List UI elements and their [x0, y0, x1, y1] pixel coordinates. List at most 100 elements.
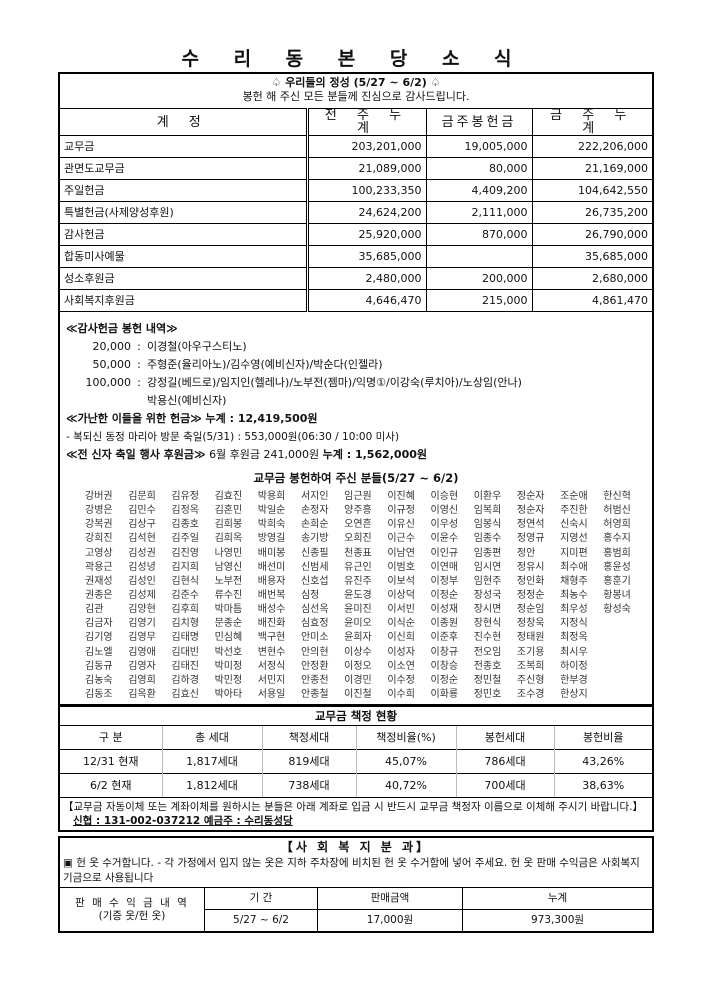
donor-name: 이수정 — [387, 674, 415, 686]
offering-heading: ♤ 우리들의 정성 (5/27 ~ 6/2) ♤ — [271, 76, 441, 89]
donor-row: 권재성 김성인 김현식 노부전 배용자 신호섭 유진주 이보석 이정부 임현주 정인화 채형주 홍훈기 — [85, 575, 646, 589]
donor-name — [603, 660, 646, 674]
sales-col-amount: 판매금액 — [317, 888, 463, 910]
thanks-amount: 100,000 — [85, 376, 132, 389]
donor-row: 김관 김양현 김후희 박마틈 배성수 심선옥 윤미진 이서빈 이성재 장시면 정순임 최우성 황성숙 — [85, 603, 646, 617]
donor-name: 김진영 — [171, 547, 199, 559]
donor-name: 김정옥 — [171, 505, 199, 517]
donor-name: 한상지 — [560, 688, 588, 700]
donor-name: 임봉식 — [473, 519, 502, 531]
donor-name — [603, 646, 646, 660]
donor-name: 송기방 — [300, 533, 329, 545]
welfare-section: 【사 회 복 지 분 과】 ▣ 헌 옷 수거함니다. - 각 가정에서 입지 않… — [58, 836, 654, 933]
donor-name: 손희순 — [300, 519, 329, 531]
donor-name: 조수경 — [516, 688, 545, 700]
donor-name: 강병은 — [85, 505, 113, 517]
donor-name: 황성숙 — [603, 604, 631, 616]
quota-col-header: 총 세대 — [161, 725, 262, 750]
donor-name: 박아타 — [214, 688, 243, 700]
donor-name: 김치형 — [171, 618, 199, 630]
donor-name: 김기영 — [85, 632, 113, 644]
quota-row: 12/31 현재 1,817세대 819세대 45,07% 786세대 43,26% — [60, 749, 652, 774]
donor-name: 이진혜 — [387, 491, 415, 502]
donor-name: 신종필 — [300, 547, 329, 559]
donor-name: 정순임 — [516, 604, 545, 616]
donor-name: 심정 — [300, 589, 320, 601]
donor-name: 이근수 — [387, 533, 415, 545]
prev-total: 4,646,470 — [306, 289, 427, 312]
donor-name: 김유정 — [171, 491, 199, 502]
donor-name: 김민수 — [128, 505, 156, 517]
donor-name: 이서빈 — [387, 604, 415, 616]
donors-grid: 강버권 김문희 김유정 김효진 박용희 서지인 임근원 이진혜 이승현 이환우 정순자 조순애 한신혁 강… — [85, 490, 646, 702]
donor-name: 한부경 — [560, 674, 588, 686]
offering-header: ♤ 우리들의 정성 (5/27 ~ 6/2) ♤ 봉헌 해 주신 모든 분들께 … — [60, 76, 652, 104]
thanks-names: 박용신(예비신자) — [147, 394, 227, 407]
donor-name: 정순자 — [516, 491, 545, 502]
donor-name: 배성수 — [257, 604, 286, 616]
donor-name — [603, 631, 646, 645]
donor-name: 이환우 — [473, 491, 502, 502]
sales-table: 판 매 수 익 금 내 역 (기증 옷/헌 옷) 기 간 판매금액 누계 5/2… — [60, 888, 652, 931]
donor-name: 최정옥 — [560, 632, 588, 644]
donor-name: 심선옥 — [300, 604, 329, 616]
prev-total: 100,233,350 — [306, 179, 427, 202]
donor-name: 이신희 — [387, 632, 415, 644]
current-total: 2,680,000 — [531, 267, 652, 290]
current-total: 104,642,550 — [531, 179, 652, 202]
donor-name: 조기용 — [516, 646, 545, 658]
offering-header-row: 계 정 전 주 누 계 금주봉헌금 금 주 누 계 — [60, 108, 652, 136]
quota-cell: 738세대 — [261, 773, 356, 797]
separator: : — [137, 340, 141, 353]
donor-name: 박마틈 — [214, 604, 243, 616]
account-name: 합동미사예물 — [60, 245, 309, 268]
donor-name: 정연석 — [516, 519, 545, 531]
donor-row: 고영상 김성권 김진영 나영민 배미봉 신종필 천종표 이남연 이인규 임종편 정안 지미편 홍범희 — [85, 547, 646, 561]
donor-name: 이진철 — [344, 688, 372, 700]
donor-name: 안의현 — [300, 646, 329, 658]
donor-name: 박희숙 — [257, 519, 286, 531]
donor-name: 천종표 — [344, 547, 372, 559]
donor-name: 김대빈 — [171, 646, 199, 658]
sales-col-period: 기 간 — [204, 888, 318, 910]
donor-name: 김동조 — [85, 688, 113, 700]
donor-name: 홍수지 — [603, 533, 631, 545]
quota-row: 6/2 현재 1,812세대 738세대 40,72% 700세대 38,63% — [60, 773, 652, 797]
sales-amount: 17,000원 — [317, 909, 463, 931]
donor-name: 임현주 — [473, 575, 502, 587]
donor-name: 이보석 — [387, 575, 415, 587]
account-name: 감사헌금 — [60, 223, 309, 246]
donor-name: 배선미 — [257, 561, 286, 573]
donor-name: 김영무 — [128, 632, 156, 644]
donor-name: 김후희 — [171, 604, 199, 616]
donor-name: 임근원 — [344, 491, 372, 502]
week-amount — [425, 245, 533, 268]
donor-name: 홍훈기 — [603, 575, 631, 587]
donor-name: 김영기 — [128, 618, 156, 630]
donor-name — [603, 674, 646, 688]
donor-name: 이소연 — [387, 660, 415, 672]
donor-name: 오희진 — [344, 533, 372, 545]
donor-name: 박일순 — [257, 505, 286, 517]
current-total: 4,861,470 — [531, 289, 652, 312]
quota-col-header: 책정비율(%) — [355, 725, 456, 750]
donor-row: 김금자 김영기 김치형 문종순 배진화 심효정 윤미오 이식순 이종원 장현식 정창욱 지정식 — [85, 617, 646, 631]
donor-name: 노부전 — [214, 575, 243, 587]
donor-name: 남영신 — [214, 561, 243, 573]
donor-name: 이경민 — [344, 674, 372, 686]
donor-name: 배진화 — [257, 618, 286, 630]
poor-detail: - 복되신 동정 마리아 방문 축일(5/31) : 553,000원(06:3… — [66, 431, 400, 443]
thanks-list: 20,000: 이경철(아우구스티노) 50,000: 주형준(율리아노)/김수영(예… — [66, 338, 646, 410]
donor-name: 배번복 — [257, 589, 286, 601]
donor-row: 강희진 김석현 김주일 김희옥 방영길 송기방 오희진 이근수 이윤수 임종수 정영규 지영선 홍수지 — [85, 532, 646, 546]
offering-table: 계 정 전 주 누 계 금주봉헌금 금 주 누 계 교무금 203,201,000… — [60, 108, 652, 312]
donor-name: 김희옥 — [214, 533, 243, 545]
donor-name: 권종은 — [85, 589, 113, 601]
donor-name: 김태명 — [171, 632, 199, 644]
col-header-account: 계 정 — [60, 108, 309, 136]
quota-note: 【교무금 자동이체 또는 계좌이체를 원하시는 분들은 아래 계좌로 입금 시 … — [60, 797, 652, 830]
donor-name: 서정식 — [257, 660, 286, 672]
donor-name: 전오임 — [473, 646, 502, 658]
